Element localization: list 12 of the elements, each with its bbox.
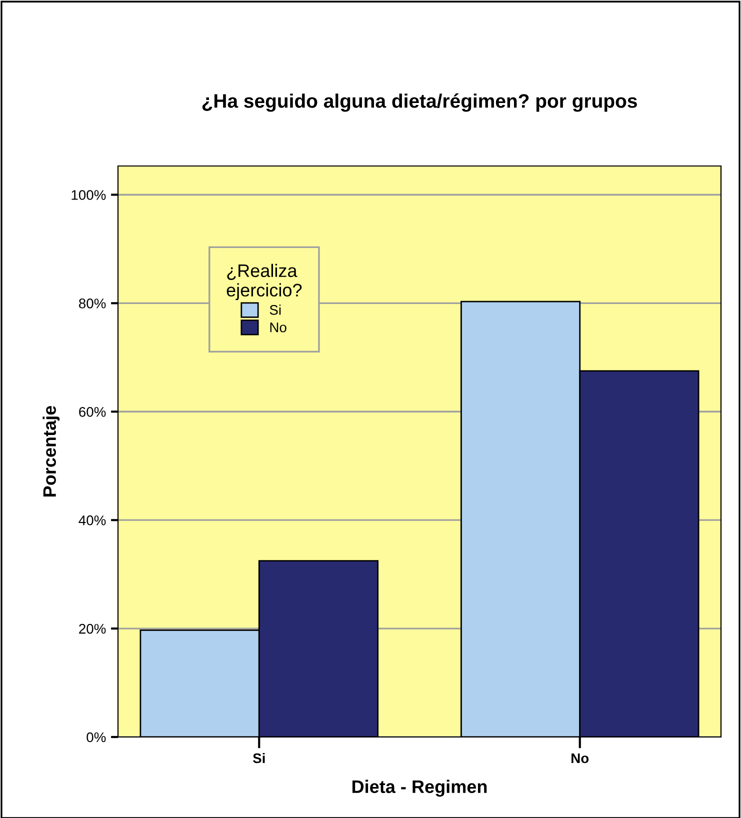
legend-label: Si [270, 304, 281, 315]
y-tick-label: 20% [79, 624, 106, 634]
x-axis-title: Dieta - Regimen [352, 780, 487, 797]
chart-title: ¿Ha seguido alguna dieta/régimen? por grupos [202, 93, 637, 112]
y-tick-label: 0% [86, 732, 106, 742]
legend-label: No [270, 322, 286, 332]
y-axis-title: Porcentaje [42, 406, 60, 496]
y-tick-label: 40% [78, 515, 106, 526]
y-tick-label: 60% [79, 406, 106, 417]
legend-title: ¿Realiza ejercicio? [226, 264, 302, 300]
y-tick-label: 100% [72, 190, 106, 200]
y-tick-label: 80% [79, 298, 106, 308]
